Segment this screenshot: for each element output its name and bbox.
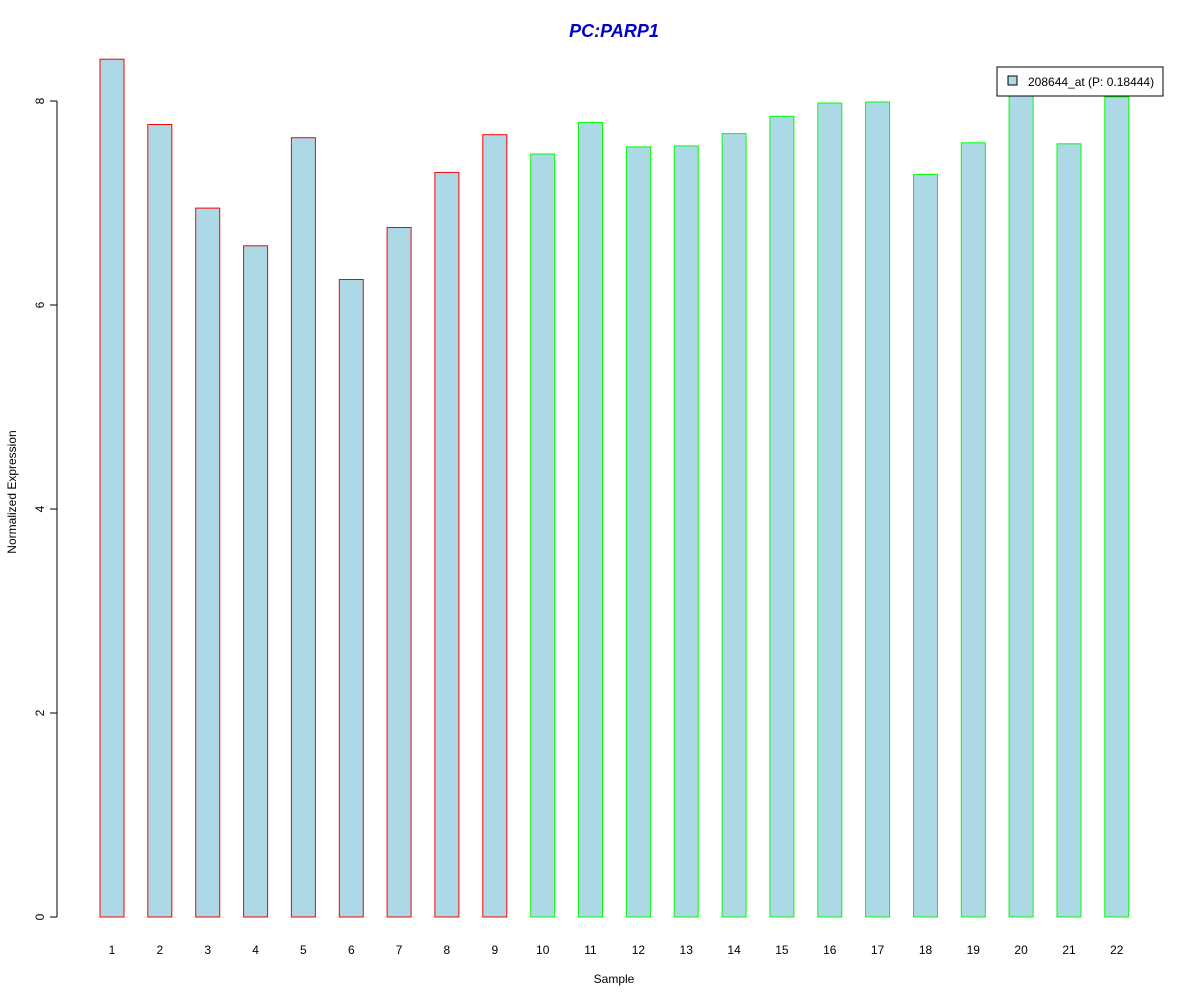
bar-sample-4 (243, 245, 269, 918)
x-tick-label: 3 (204, 943, 211, 957)
x-tick-label: 5 (300, 943, 307, 957)
x-tick-label: 1 (109, 943, 116, 957)
bars (99, 58, 1130, 918)
y-tick-label: 2 (33, 709, 47, 716)
chart-title: PC:PARP1 (569, 21, 659, 41)
x-tick-label: 11 (584, 943, 597, 957)
x-tick-label: 2 (156, 943, 163, 957)
x-tick-label: 22 (1110, 943, 1124, 957)
x-tick-label: 9 (491, 943, 498, 957)
x-tick-label: 17 (871, 943, 885, 957)
x-tick-label: 6 (348, 943, 355, 957)
bar-sample-14 (721, 133, 747, 918)
x-axis-label: Sample (594, 972, 635, 986)
bar-sample-17 (865, 101, 891, 918)
bar-sample-18 (913, 173, 938, 918)
bar-sample-5 (290, 137, 316, 918)
y-axis: 0 2 4 6 8 (33, 97, 58, 920)
y-tick-label: 4 (33, 505, 47, 512)
x-tick-label: 16 (823, 943, 837, 957)
bar-sample-2 (147, 124, 173, 918)
bar-sample-7 (386, 227, 412, 918)
y-axis-label: Normalized Expression (5, 430, 19, 553)
x-tick-label: 20 (1014, 943, 1028, 957)
bar-sample-3 (195, 207, 221, 918)
x-tick-label: 4 (252, 943, 259, 957)
x-tick-label: 13 (680, 943, 694, 957)
x-tick-label: 18 (919, 943, 933, 957)
legend-swatch (1007, 75, 1018, 86)
bar-sample-21 (1056, 143, 1082, 918)
x-tick-label: 21 (1062, 943, 1076, 957)
bar-sample-10 (530, 153, 556, 918)
y-tick-label: 8 (33, 97, 47, 104)
bar-sample-6 (338, 279, 364, 918)
y-tick-label: 0 (33, 913, 47, 920)
bar-sample-15 (769, 115, 795, 918)
bar-sample-8 (434, 171, 460, 918)
x-tick-label: 12 (632, 943, 646, 957)
x-tick-label: 7 (396, 943, 403, 957)
legend: 208644_at (P: 0.18444) (996, 66, 1164, 97)
bar-sample-1 (99, 58, 125, 918)
x-tick-labels: 1 2 3 4 5 6 7 8 9 10 11 12 13 14 15 16 17 18 19 20 21 22 (109, 943, 1124, 957)
bar-sample-16 (817, 102, 843, 918)
bar-sample-13 (673, 145, 699, 918)
bar-sample-20 (1008, 91, 1034, 918)
x-tick-label: 14 (727, 943, 741, 957)
bar-sample-9 (482, 134, 508, 918)
legend-label: 208644_at (P: 0.18444) (1028, 75, 1154, 89)
legend-box (996, 66, 1164, 97)
y-tick-label: 6 (33, 301, 47, 308)
x-tick-label: 15 (775, 943, 789, 957)
x-tick-label: 19 (967, 943, 981, 957)
x-tick-label: 10 (536, 943, 550, 957)
bar-sample-22 (1104, 96, 1130, 918)
bar-sample-12 (625, 146, 651, 918)
x-tick-label: 8 (444, 943, 451, 957)
bar-sample-11 (578, 121, 603, 918)
bar-sample-19 (960, 142, 986, 918)
